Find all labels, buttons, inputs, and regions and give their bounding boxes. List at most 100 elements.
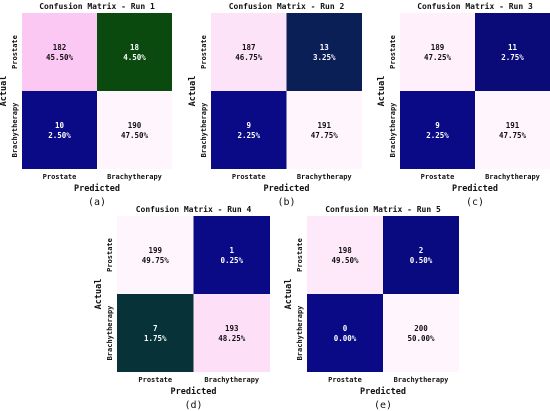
cell-percentage: 50.00% (407, 334, 435, 343)
cell-percentage: 2.50% (48, 131, 71, 140)
cell-percentage: 47.75% (311, 131, 339, 140)
x-axis-label: Predicted (263, 183, 309, 194)
matrix-cell (307, 294, 383, 372)
x-tick-label: Prostate (328, 376, 362, 384)
cell-count: 187 (242, 43, 256, 52)
cell-percentage: 4.50% (123, 53, 146, 62)
y-axis-label: Actual (377, 76, 387, 107)
y-axis-label: Actual (94, 279, 104, 310)
x-tick-label: Prostate (43, 173, 77, 181)
y-tick-label: Brachytherapy (106, 305, 114, 361)
cell-count: 13 (320, 43, 330, 52)
x-axis-label: Predicted (74, 183, 120, 194)
y-tick-label: Prostate (200, 35, 208, 69)
cell-percentage: 45.50% (46, 53, 74, 62)
cell-percentage: 47.75% (499, 131, 527, 140)
y-axis-label: Actual (0, 76, 9, 107)
cell-count: 189 (431, 43, 445, 52)
cell-percentage: 0.50% (410, 256, 433, 265)
cell-percentage: 0.25% (220, 256, 243, 265)
x-axis-label: Predicted (360, 386, 406, 397)
x-tick-label: Brachytherapy (107, 173, 163, 181)
y-tick-label: Prostate (296, 238, 304, 272)
panel-caption: (e) (374, 400, 392, 411)
panel-title: Confusion Matrix - Run 5 (325, 204, 441, 214)
panel-title: Confusion Matrix - Run 4 (136, 204, 252, 214)
x-tick-label: Prostate (138, 376, 172, 384)
matrix-cell (117, 294, 194, 372)
panel-caption: (a) (88, 197, 106, 208)
cell-count: 198 (338, 246, 352, 255)
x-tick-label: Brachytherapy (204, 376, 260, 384)
cell-count: 1 (229, 246, 234, 255)
panel-caption: (c) (466, 197, 484, 208)
cell-count: 11 (508, 43, 518, 52)
cell-count: 191 (506, 121, 520, 130)
cell-count: 9 (435, 121, 440, 130)
cell-percentage: 46.75% (235, 53, 263, 62)
cell-percentage: 2.25% (426, 131, 449, 140)
matrix-cell (97, 13, 172, 91)
matrix-cell (383, 294, 459, 372)
y-axis-label: Actual (284, 279, 294, 310)
panel-title: Confusion Matrix - Run 3 (417, 1, 533, 11)
cell-percentage: 1.75% (144, 334, 167, 343)
x-tick-label: Brachytherapy (485, 173, 541, 181)
x-tick-label: Brachytherapy (297, 173, 353, 181)
y-tick-label: Brachytherapy (389, 102, 397, 158)
cell-percentage: 2.75% (501, 53, 524, 62)
x-axis-label: Predicted (170, 386, 216, 397)
matrix-cell (400, 91, 475, 169)
y-axis-label: Actual (188, 76, 198, 107)
cell-count: 200 (414, 324, 428, 333)
cell-count: 182 (53, 43, 67, 52)
y-tick-label: Brachytherapy (11, 102, 19, 158)
matrix-cell (22, 13, 97, 91)
matrix-cell (383, 216, 459, 294)
matrix-cell (475, 91, 550, 169)
y-tick-label: Prostate (11, 35, 19, 69)
matrix-cell (117, 216, 194, 294)
cell-percentage: 47.25% (424, 53, 452, 62)
panel-title: Confusion Matrix - Run 1 (39, 1, 155, 11)
x-tick-label: Prostate (421, 173, 455, 181)
matrix-cell (97, 91, 172, 169)
cell-count: 10 (55, 121, 65, 130)
y-tick-label: Brachytherapy (200, 102, 208, 158)
cell-count: 0 (343, 324, 348, 333)
panel-title: Confusion Matrix - Run 2 (229, 1, 345, 11)
cell-count: 191 (317, 121, 331, 130)
cell-percentage: 3.25% (313, 53, 336, 62)
cell-count: 9 (246, 121, 251, 130)
matrix-cell (307, 216, 383, 294)
cell-percentage: 49.50% (331, 256, 359, 265)
matrix-cell (400, 13, 475, 91)
cell-count: 193 (225, 324, 239, 333)
matrix-cell (286, 91, 362, 169)
matrix-cell (211, 91, 287, 169)
panel-caption: (b) (277, 197, 295, 208)
cell-count: 199 (148, 246, 162, 255)
panel-caption: (d) (184, 400, 202, 411)
x-axis-label: Predicted (452, 183, 498, 194)
matrix-cell (286, 13, 362, 91)
x-tick-label: Brachytherapy (394, 376, 450, 384)
cell-count: 2 (419, 246, 424, 255)
cell-percentage: 49.75% (142, 256, 170, 265)
matrix-cell (475, 13, 550, 91)
cell-percentage: 0.00% (334, 334, 357, 343)
cell-percentage: 48.25% (218, 334, 246, 343)
matrix-cell (193, 216, 270, 294)
cell-count: 18 (130, 43, 140, 52)
cell-count: 7 (153, 324, 158, 333)
matrix-cell (193, 294, 270, 372)
cell-percentage: 2.25% (237, 131, 260, 140)
y-tick-label: Prostate (389, 35, 397, 69)
cell-count: 190 (128, 121, 142, 130)
